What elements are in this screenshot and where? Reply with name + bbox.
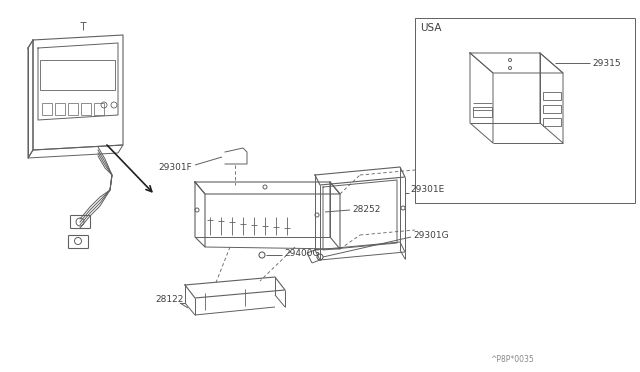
Bar [473, 107, 492, 117]
Bar [68, 103, 78, 115]
Bar [543, 92, 561, 100]
Bar [94, 103, 104, 115]
Text: USA: USA [420, 23, 442, 33]
Text: 28122: 28122 [155, 295, 184, 305]
Bar [81, 103, 91, 115]
Bar [42, 103, 52, 115]
Text: ^P8P*0035: ^P8P*0035 [490, 356, 534, 365]
Bar [55, 103, 65, 115]
Bar [543, 105, 561, 113]
Text: 29301F: 29301F [158, 164, 192, 173]
Bar [40, 60, 115, 90]
Text: 29301G: 29301G [413, 231, 449, 240]
Text: 29315: 29315 [592, 58, 621, 67]
Text: 28252: 28252 [352, 205, 380, 215]
Bar [543, 118, 561, 126]
Text: 29301E: 29301E [410, 186, 444, 195]
Text: 29400G: 29400G [284, 250, 319, 259]
Bar [415, 18, 635, 203]
